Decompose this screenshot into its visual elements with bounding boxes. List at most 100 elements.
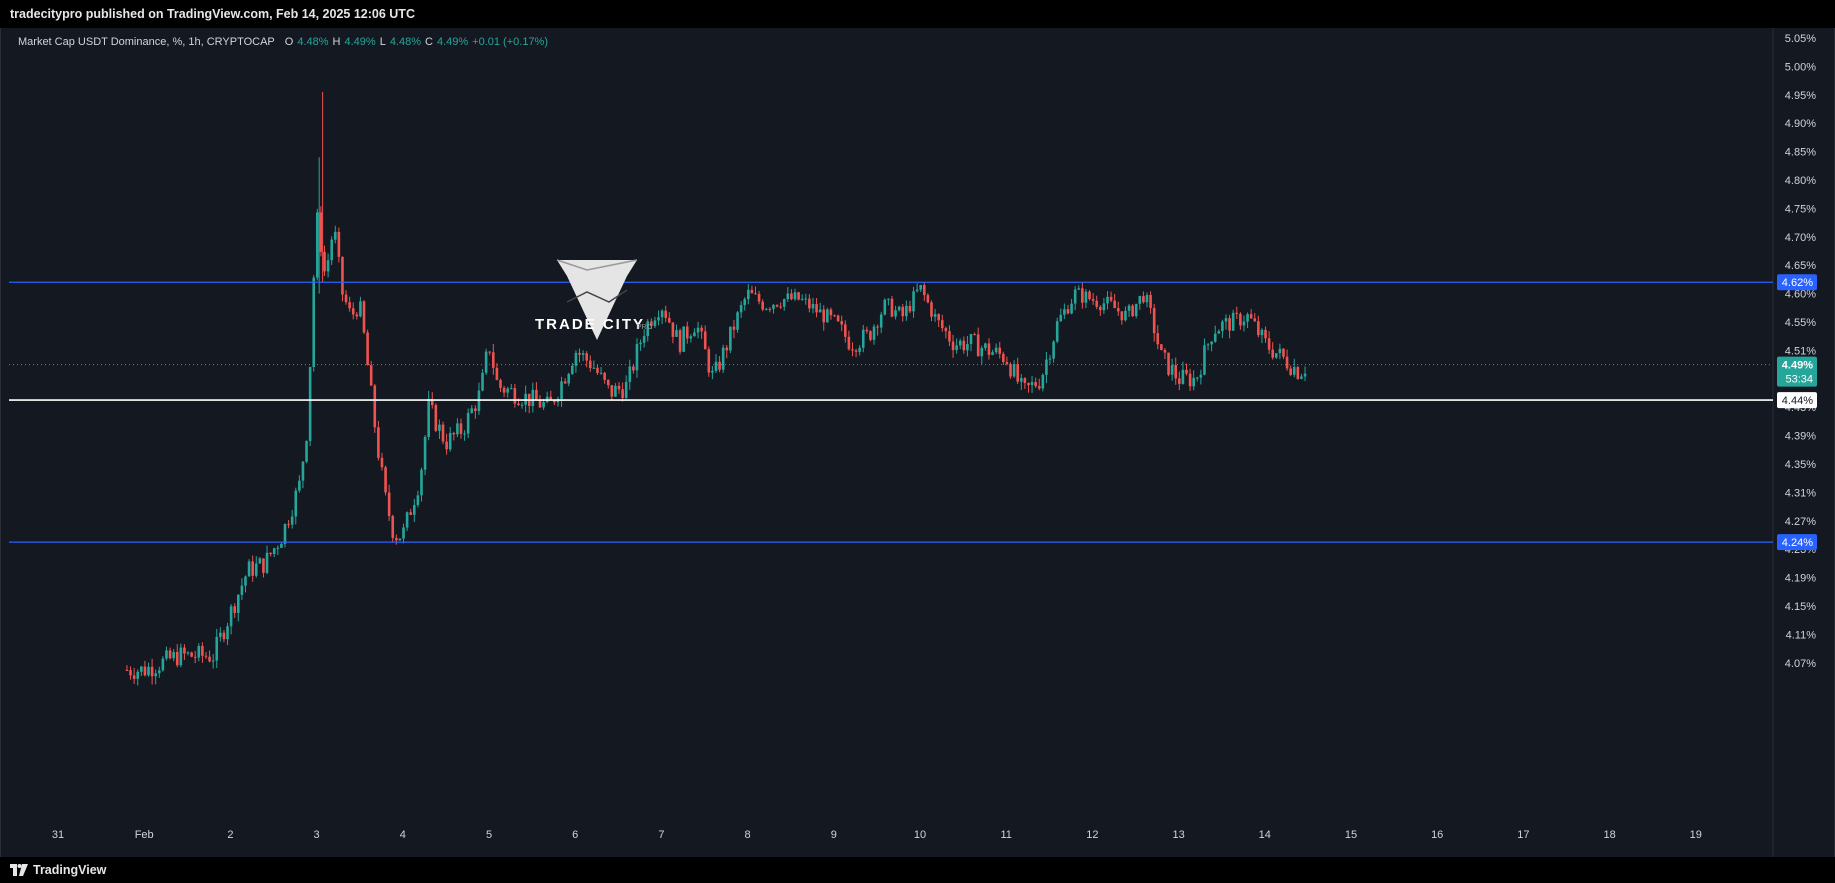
candle-body <box>1106 296 1109 304</box>
candle-body <box>1239 313 1242 326</box>
candle-body <box>1206 344 1210 346</box>
x-tick-label: 15 <box>1345 829 1357 841</box>
candle-body <box>998 347 1002 354</box>
legend-close-label: C <box>425 36 433 48</box>
candle-body <box>470 408 474 413</box>
candle-body <box>1142 295 1145 303</box>
candle-body <box>926 295 930 303</box>
candle-body <box>276 547 280 549</box>
candle-body <box>1228 318 1231 331</box>
candle-body <box>958 340 962 346</box>
candle-body <box>729 326 732 351</box>
candle-body <box>782 299 786 307</box>
x-tick-label: 5 <box>486 829 492 841</box>
candle-body <box>1167 352 1170 375</box>
candle-body <box>1045 359 1048 375</box>
candle-body <box>635 344 639 371</box>
candle-body <box>420 469 423 496</box>
candle-body <box>772 304 775 309</box>
x-tick-label: 8 <box>745 829 751 841</box>
candle-body <box>621 389 624 398</box>
candle-body <box>351 308 355 315</box>
candle-body <box>833 315 836 317</box>
candle-body <box>1005 361 1009 365</box>
candle-body <box>466 412 470 434</box>
x-tick-label: 17 <box>1517 829 1529 841</box>
candle-body <box>689 336 693 339</box>
y-tick-label: 5.05% <box>1785 33 1816 45</box>
candle-body <box>761 301 764 310</box>
candle-body <box>240 585 244 595</box>
candle-body <box>481 372 484 391</box>
candle-body <box>1181 369 1185 384</box>
candle-body <box>811 303 815 309</box>
symbol-legend: Market Cap USDT Dominance, %, 1h, CRYPTO… <box>18 36 548 48</box>
candle-body <box>380 457 384 468</box>
candle-body <box>890 298 894 317</box>
candle-body <box>1174 365 1178 379</box>
candle-body <box>815 303 818 313</box>
candle-body <box>387 492 391 517</box>
candle-body <box>1041 374 1045 389</box>
candle-body <box>168 650 172 659</box>
candle-body <box>1120 311 1124 321</box>
candle-body <box>883 299 887 315</box>
candle-body <box>606 379 610 386</box>
candle-body <box>474 408 477 411</box>
candle-body <box>854 350 858 352</box>
candle-body <box>969 334 973 344</box>
candle-body <box>703 331 707 350</box>
candle-body <box>682 326 685 352</box>
candle-body <box>1134 303 1138 317</box>
candle-body <box>290 516 294 525</box>
legend-title: Market Cap USDT Dominance, %, 1h, CRYPTO… <box>18 36 275 48</box>
candle-body <box>1099 306 1102 311</box>
candle-body <box>333 231 337 240</box>
candle-body <box>262 558 265 573</box>
candle-body <box>639 342 642 345</box>
candle-body <box>409 512 413 515</box>
candle-body <box>632 366 635 371</box>
candle-body <box>301 461 305 481</box>
watermark-brand: TRADE CITY <box>535 316 645 333</box>
candle-body <box>976 334 980 357</box>
chart-canvas[interactable]: 5.05% 5.00% 4.95% 4.90% 4.85% 4.80% 4.75% 4.70%… <box>1 28 1834 857</box>
y-tick-label: 4.80% <box>1785 175 1816 187</box>
y-tick-label: 4.85% <box>1785 147 1816 159</box>
candle-body <box>1084 291 1088 303</box>
candle-body <box>574 352 578 366</box>
candle-body <box>1012 363 1016 377</box>
candle-body <box>1242 321 1246 326</box>
candle-body <box>157 670 161 674</box>
candle-body <box>808 298 811 309</box>
candle-body <box>319 212 323 252</box>
y-tick-label: 4.90% <box>1785 118 1816 130</box>
candle-body <box>344 294 348 303</box>
candle-body <box>1095 300 1099 307</box>
chart-frame[interactable]: 5.05% 5.00% 4.95% 4.90% 4.85% 4.80% 4.75% 4.70%… <box>0 28 1835 857</box>
candle-body <box>700 327 703 332</box>
candle-body <box>204 655 208 657</box>
candle-body <box>373 385 377 428</box>
x-tick-label: 2 <box>227 829 233 841</box>
candle-body <box>671 322 675 337</box>
x-tick-label: 14 <box>1259 829 1271 841</box>
tradingview-logo[interactable]: TradingView <box>10 863 106 877</box>
candle-body <box>247 561 251 577</box>
candle-body <box>1300 376 1303 379</box>
candle-body <box>1257 321 1260 336</box>
candle-body <box>1303 373 1307 377</box>
y-tick-label: 4.15% <box>1785 601 1816 613</box>
current-price-label: 4.49% <box>1782 360 1813 372</box>
candle-body <box>190 652 193 657</box>
candle-body <box>1091 299 1095 301</box>
candle-body <box>804 298 808 300</box>
candle-body <box>269 552 272 555</box>
candle-body <box>718 361 721 370</box>
candle-body <box>879 314 883 328</box>
candle-body <box>1088 291 1091 300</box>
candle-body <box>707 349 711 373</box>
candle-body <box>265 552 269 573</box>
candle-body <box>578 352 581 355</box>
candle-body <box>201 646 204 656</box>
